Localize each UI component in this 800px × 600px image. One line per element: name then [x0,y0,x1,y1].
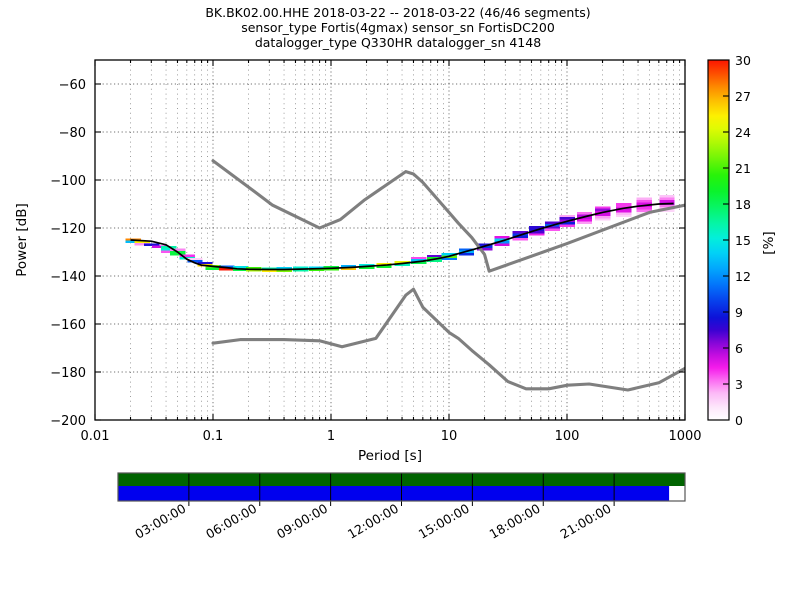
colorbar-tick-label: 6 [735,341,743,356]
nlnm-curve [211,287,685,392]
y-tick-label: −200 [50,414,86,429]
noise-model-curves [211,159,685,392]
y-tick-label: −60 [59,78,86,93]
axes-background [95,60,685,420]
colorbar-tick-label: 21 [735,161,751,176]
colorbar-gradient [708,60,729,420]
x-axis-label: Period [s] [358,448,422,464]
colorbar-tick-label: 15 [735,233,751,248]
y-tick-label: −80 [59,126,86,141]
colorbar-label: [%] [761,231,777,254]
colorbar-tick-label: 24 [735,125,751,140]
x-tick-label: 0.01 [81,429,110,444]
ppsd-median-line [130,202,674,271]
y-tick-label: −100 [50,174,86,189]
coverage-tick-marks [188,473,615,506]
axis-ticks [94,60,686,421]
plot-title: BK.BK02.00.HHE 2018-03-22 -- 2018-03-22 … [205,5,590,50]
x-tick-label: 1000 [668,429,701,444]
colorbar-ticks: 0 3 6 9 12 15 18 21 24 27 30 [723,53,751,428]
colorbar-tick-label: 12 [735,269,751,284]
colorbar-tick-label: 27 [735,89,751,104]
colorbar: 0 3 6 9 12 15 18 21 24 27 30 [%] [707,53,777,428]
x-tick-label: 100 [555,429,580,444]
colorbar-tick-label: 30 [735,53,751,68]
y-tick-label: −180 [50,366,86,381]
y-tick-label: −120 [50,222,86,237]
colorbar-tick-label: 3 [735,377,743,392]
nhnm-curve [211,159,685,273]
colorbar-tick-label: 18 [735,197,751,212]
colorbar-tick-label: 0 [735,413,743,428]
y-axis-label: Power [dB] [14,203,30,276]
main-axes: 0.01 0.1 1 10 100 1000 −60 −80 −100 −120 −140 −160 −… [14,59,702,464]
coverage-frame [117,472,686,502]
x-tick-label: 0.1 [203,429,224,444]
x-tick-label: 1 [327,429,335,444]
axes-frame [94,59,686,421]
median-curve [130,202,674,271]
title-line-3: datalogger_type Q330HR datalogger_sn 414… [255,35,541,50]
axis-tick-labels: 0.01 0.1 1 10 100 1000 −60 −80 −100 −120 −140 −160 −… [50,78,701,444]
y-tick-label: −160 [50,318,86,333]
x-tick-label: 10 [441,429,458,444]
coverage-bar-bottom [118,486,670,501]
colorbar-tick-label: 9 [735,305,743,320]
title-line-2: sensor_type Fortis(4gmax) sensor_sn Fort… [241,20,555,35]
y-tick-label: −140 [50,270,86,285]
title-line-1: BK.BK02.00.HHE 2018-03-22 -- 2018-03-22 … [205,5,590,20]
